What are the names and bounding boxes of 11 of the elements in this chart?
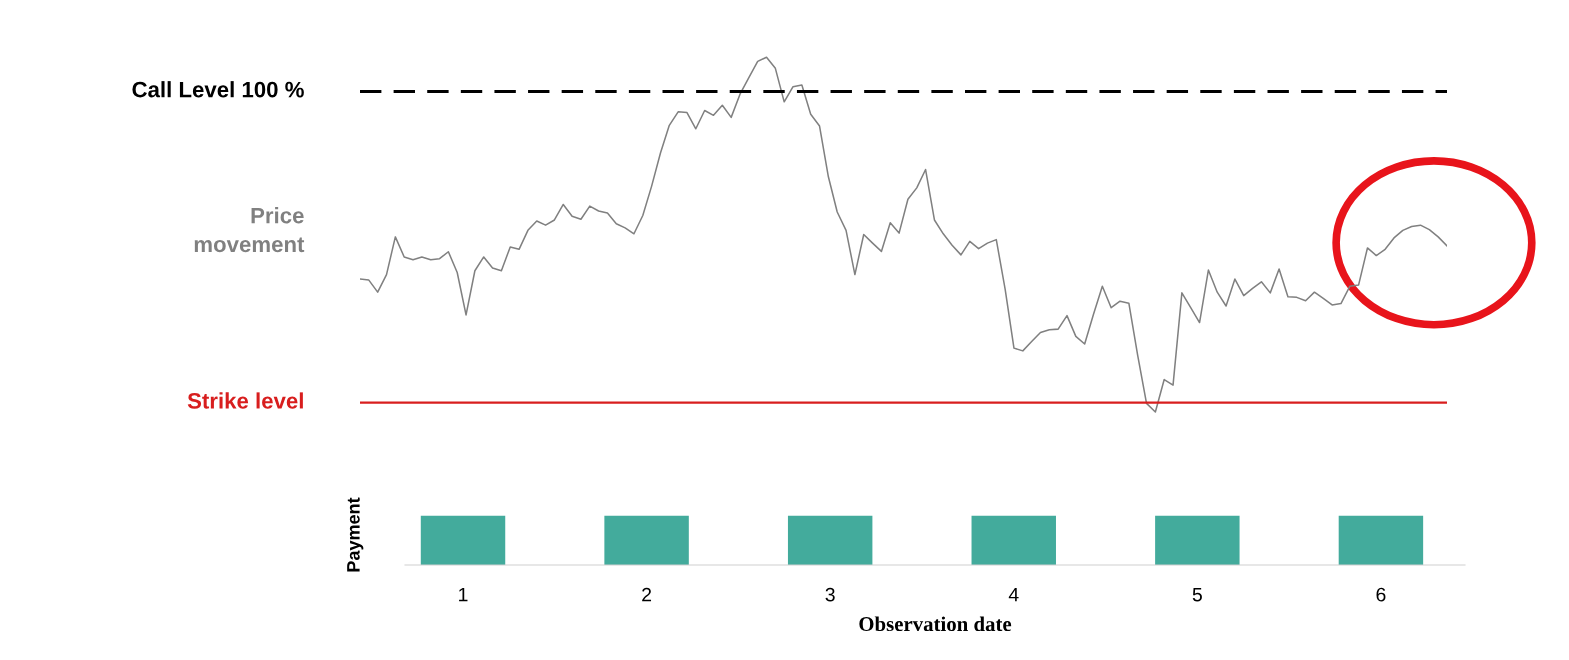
text: Price movement	[194, 207, 305, 253]
x-axis-title: Observation date	[859, 616, 1012, 632]
ref-line-label: Strike level	[187, 392, 303, 409]
ref-line-label: Call Level 100 %	[132, 81, 304, 98]
y-axis-title: Payment	[347, 497, 364, 572]
x-tick-label: 6	[1376, 587, 1386, 602]
x-tick-label: 5	[1192, 587, 1202, 602]
x-tick-label: 4	[1008, 587, 1019, 602]
x-tick-label: 2	[642, 587, 652, 602]
x-tick-label: 3	[825, 587, 835, 602]
x-tick-label: 1	[459, 587, 468, 602]
